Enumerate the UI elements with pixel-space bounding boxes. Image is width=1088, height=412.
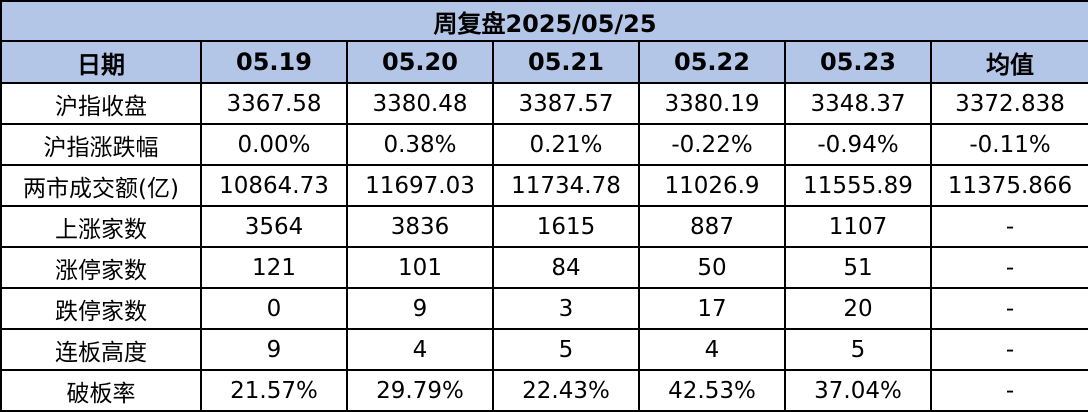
table-cell: 0.38% bbox=[346, 123, 494, 166]
table-cell: 5 bbox=[784, 328, 932, 371]
table-cell: 29.79% bbox=[346, 369, 494, 412]
table-cell: 42.53% bbox=[638, 369, 786, 412]
table-cell: 3372.838 bbox=[929, 82, 1088, 125]
table-cell: 1615 bbox=[492, 205, 640, 248]
table-cell: 4 bbox=[638, 328, 786, 371]
table-cell: 3564 bbox=[200, 205, 348, 248]
table-cell: 0 bbox=[200, 287, 348, 330]
table-cell: 9 bbox=[346, 287, 494, 330]
table-cell: 0.21% bbox=[492, 123, 640, 166]
table-row: 跌停家数 0 9 3 17 20- bbox=[0, 287, 1088, 330]
table-cell: 3367.58 bbox=[200, 82, 348, 125]
header-label: 日期 bbox=[0, 40, 202, 84]
row-label: 涨停家数 bbox=[0, 246, 202, 289]
header-date: 均值 bbox=[929, 40, 1088, 84]
table-row: 上涨家数 3564 3836 1615 887 1107- bbox=[0, 205, 1088, 248]
table-cell: -0.94% bbox=[784, 123, 932, 166]
header-row: 日期 05.19 05.20 05.21 05.22 05.23 均值 bbox=[0, 40, 1088, 84]
table-cell: 11555.89 bbox=[784, 164, 932, 207]
table-cell: - bbox=[929, 369, 1088, 412]
table-cell: 101 bbox=[346, 246, 494, 289]
table-cell: 17 bbox=[638, 287, 786, 330]
table-body: 沪指收盘 3367.58 3380.48 3387.57 3380.19 3348.37 3… bbox=[0, 82, 1088, 412]
table-cell: 3380.19 bbox=[638, 82, 786, 125]
table-row: 破板率 21.57% 29.79% 22.43% 42.53% 37.04% - bbox=[0, 369, 1088, 412]
table-row: 涨停家数 121 101 84 50 51- bbox=[0, 246, 1088, 289]
row-label: 上涨家数 bbox=[0, 205, 202, 248]
row-label: 两市成交额(亿) bbox=[0, 164, 202, 207]
table-cell: 37.04% bbox=[784, 369, 932, 412]
table-cell: - bbox=[929, 246, 1088, 289]
table-cell: 50 bbox=[638, 246, 786, 289]
table-row: 沪指收盘 3367.58 3380.48 3387.57 3380.19 3348.37 3… bbox=[0, 82, 1088, 125]
header-date: 05.20 bbox=[346, 40, 494, 84]
table-cell: 11026.9 bbox=[638, 164, 786, 207]
table-cell: 1107 bbox=[784, 205, 932, 248]
header-date: 05.19 bbox=[200, 40, 348, 84]
table-cell: 51 bbox=[784, 246, 932, 289]
table-cell: 11734.78 bbox=[492, 164, 640, 207]
table-row: 连板高度 9 4 5 4 5- bbox=[0, 328, 1088, 371]
table-cell: 11697.03 bbox=[346, 164, 494, 207]
table-cell: 0.00% bbox=[200, 123, 348, 166]
table-cell: -0.11% bbox=[929, 123, 1088, 166]
table-cell: 3348.37 bbox=[784, 82, 932, 125]
table-cell: 84 bbox=[492, 246, 640, 289]
table-cell: 22.43% bbox=[492, 369, 640, 412]
header-date: 05.21 bbox=[492, 40, 640, 84]
table-cell: 10864.73 bbox=[200, 164, 348, 207]
table-title: 周复盘2025/05/25 bbox=[0, 0, 1088, 42]
table-cell: - bbox=[929, 328, 1088, 371]
row-label: 沪指收盘 bbox=[0, 82, 202, 125]
row-label: 破板率 bbox=[0, 369, 202, 412]
table-row: 沪指涨跌幅 0.00% 0.38% 0.21% -0.22% -0.94% -0.11% bbox=[0, 123, 1088, 166]
table-row: 两市成交额(亿) 10864.73 11697.03 11734.78 11026.9 1… bbox=[0, 164, 1088, 207]
table-cell: 887 bbox=[638, 205, 786, 248]
table-cell: - bbox=[929, 205, 1088, 248]
table-cell: 3 bbox=[492, 287, 640, 330]
table-cell: 20 bbox=[784, 287, 932, 330]
row-label: 跌停家数 bbox=[0, 287, 202, 330]
table-cell: 4 bbox=[346, 328, 494, 371]
table-cell: 11375.866 bbox=[929, 164, 1088, 207]
header-date: 05.22 bbox=[638, 40, 786, 84]
table-cell: 21.57% bbox=[200, 369, 348, 412]
table-cell: 3380.48 bbox=[346, 82, 494, 125]
header-date: 05.23 bbox=[784, 40, 932, 84]
table-cell: 3387.57 bbox=[492, 82, 640, 125]
table-cell: 9 bbox=[200, 328, 348, 371]
row-label: 沪指涨跌幅 bbox=[0, 123, 202, 166]
row-label: 连板高度 bbox=[0, 328, 202, 371]
table-cell: 5 bbox=[492, 328, 640, 371]
title-row: 周复盘2025/05/25 bbox=[0, 0, 1088, 42]
table-cell: - bbox=[929, 287, 1088, 330]
table-cell: 3836 bbox=[346, 205, 494, 248]
table-cell: -0.22% bbox=[638, 123, 786, 166]
table-cell: 121 bbox=[200, 246, 348, 289]
